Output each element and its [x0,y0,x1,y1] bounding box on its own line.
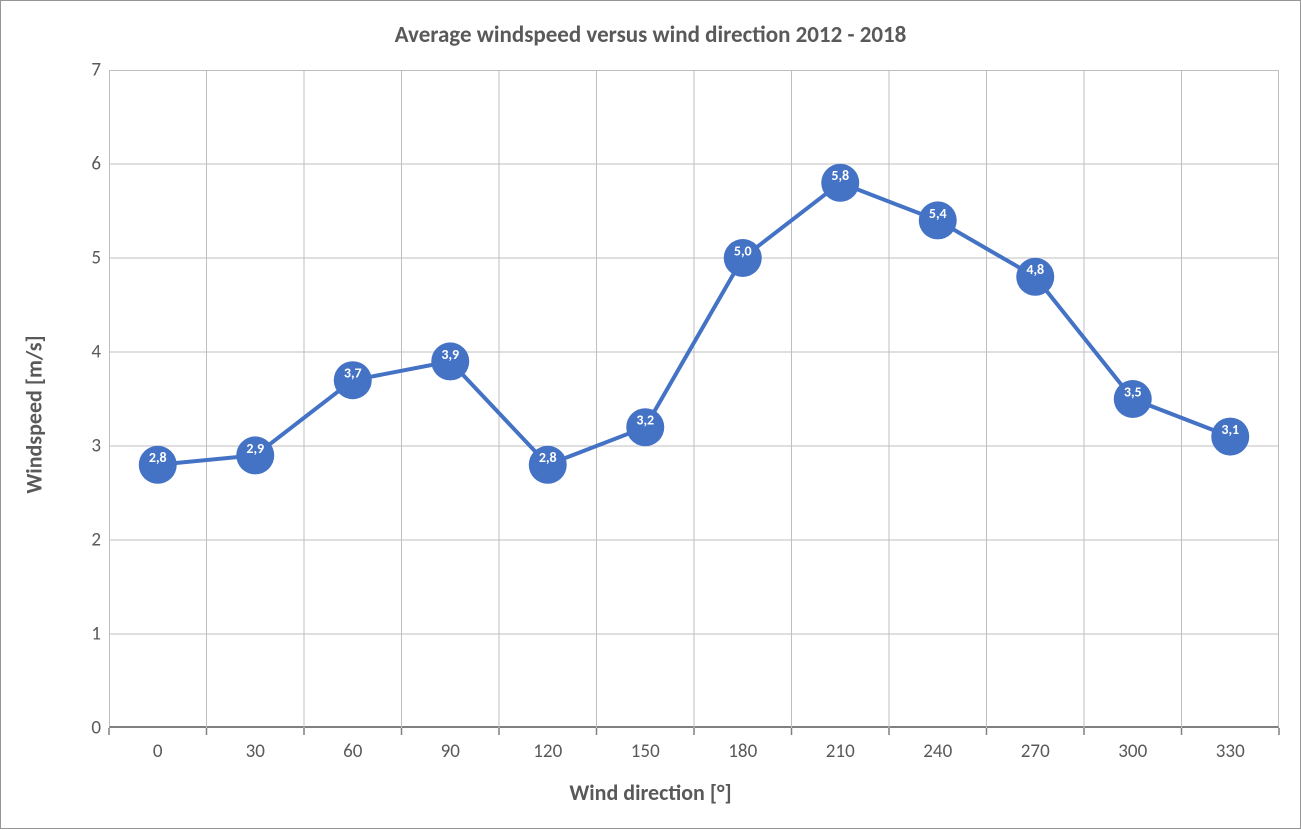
y-tick-label: 2 [73,529,101,552]
chart-container: Average windspeed versus wind direction … [0,0,1301,829]
y-tick-label: 4 [73,341,101,364]
x-tick-label: 120 [533,740,562,763]
x-tick-label: 300 [1118,740,1147,763]
y-tick-label: 7 [73,59,101,82]
y-tick-label: 0 [73,717,101,740]
y-axis-label-wrap: Windspeed [m/s] [19,1,49,828]
plot-area [109,70,1279,728]
y-tick-label: 6 [73,153,101,176]
y-tick-label: 5 [73,247,101,270]
x-tick-label: 180 [728,740,757,763]
x-tick-label: 210 [826,740,855,763]
x-axis-label: Wind direction [°] [1,779,1300,806]
x-tick-label: 150 [631,740,660,763]
y-axis-label: Windspeed [m/s] [21,335,48,493]
x-tick-label: 270 [1021,740,1050,763]
x-tick-label: 240 [923,740,952,763]
chart-title: Average windspeed versus wind direction … [1,21,1300,49]
y-tick-label: 1 [73,623,101,646]
x-tick-label: 0 [153,740,163,763]
x-tick-label: 60 [343,740,362,763]
y-tick-label: 3 [73,435,101,458]
x-tick-label: 30 [246,740,265,763]
x-tick-label: 90 [441,740,460,763]
x-tick-label: 330 [1216,740,1245,763]
